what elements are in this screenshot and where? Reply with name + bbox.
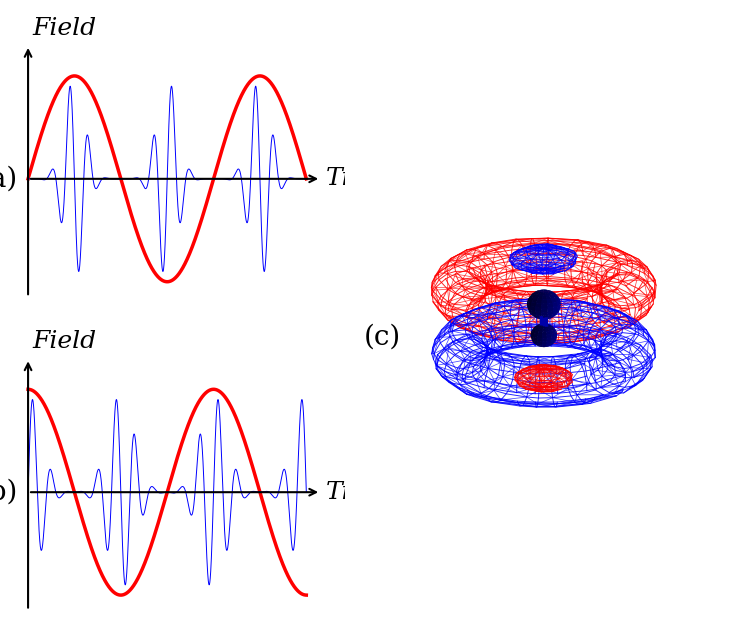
Text: (b): (b) — [0, 478, 18, 506]
Text: Time: Time — [326, 167, 389, 191]
Text: Field: Field — [33, 17, 97, 40]
Text: Field: Field — [33, 330, 97, 354]
Text: (c): (c) — [364, 324, 401, 350]
Text: (a): (a) — [0, 166, 18, 193]
Text: Time: Time — [326, 480, 389, 504]
